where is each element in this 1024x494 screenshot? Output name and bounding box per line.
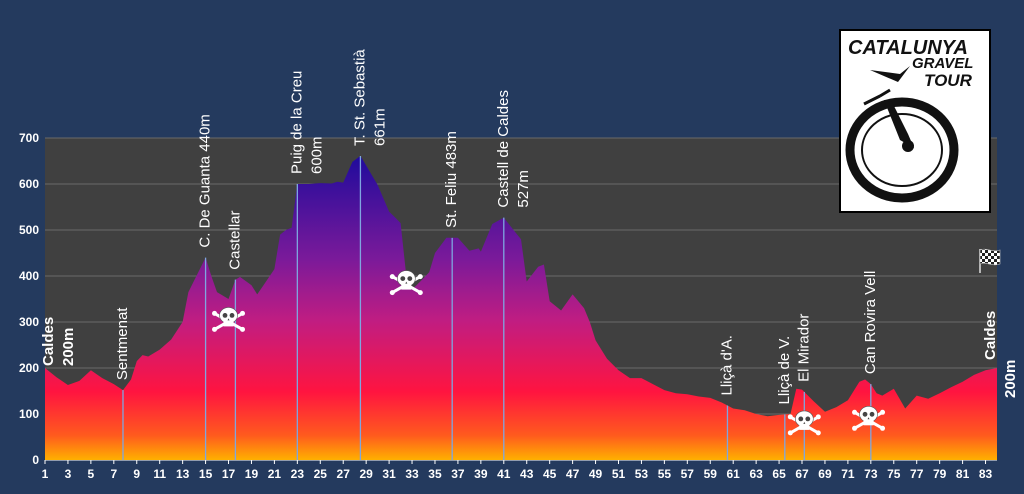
x-tick-label: 33	[405, 467, 419, 481]
x-tick-label: 67	[795, 467, 809, 481]
cyclist-wheel-icon	[845, 66, 959, 203]
skull-crossbones-icon	[389, 270, 423, 296]
x-tick-label: 53	[635, 467, 649, 481]
waypoint-name: Caldes	[982, 311, 999, 360]
waypoint-name: Sentmenat	[114, 307, 131, 380]
x-tick-label: 63	[749, 467, 763, 481]
x-tick-label: 27	[337, 467, 351, 481]
x-tick-label: 25	[314, 467, 328, 481]
x-tick-label: 3	[65, 467, 72, 481]
y-tick-label: 300	[19, 315, 39, 329]
x-tick-label: 61	[727, 467, 741, 481]
x-tick-label: 47	[566, 467, 580, 481]
x-tick-label: 35	[428, 467, 442, 481]
x-tick-label: 43	[520, 467, 534, 481]
waypoint-name: Lliçà de V.	[776, 336, 793, 405]
x-tick-label: 29	[359, 467, 373, 481]
x-tick-label: 9	[133, 467, 140, 481]
waypoint-name: St. Feliu 483m	[443, 131, 460, 228]
skull-crossbones-icon	[212, 307, 246, 332]
waypoint-altitude: 527m	[515, 170, 532, 208]
x-axis: 1 3 5 7 9 11 13 15 17 19 21 23 25 27 29 31 33 35 37 39 41 43 4…	[42, 459, 997, 481]
x-tick-label: 49	[589, 467, 603, 481]
y-axis: 0 100 200 300 400 500 600 700	[19, 131, 39, 467]
waypoint-altitude: 200m	[1002, 360, 1019, 398]
checkered-flag-icon	[979, 248, 1001, 273]
x-tick-label: 7	[110, 467, 117, 481]
x-tick-label: 83	[979, 467, 993, 481]
x-tick-label: 39	[474, 467, 488, 481]
y-tick-label: 600	[19, 177, 39, 191]
x-tick-label: 57	[681, 467, 695, 481]
logo-line1: CATALUNYA	[848, 37, 968, 59]
x-tick-label: 59	[704, 467, 718, 481]
y-tick-label: 400	[19, 269, 39, 283]
x-tick-label: 75	[887, 467, 901, 481]
waypoint-altitude: 600m	[308, 136, 325, 174]
waypoint-altitude: 200m	[60, 328, 77, 366]
waypoint-name: Puig de la Creu	[288, 71, 305, 174]
x-tick-label: 31	[382, 467, 396, 481]
skull-crossbones-icon	[852, 405, 886, 431]
x-tick-label: 79	[933, 467, 947, 481]
logo-line2: GRAVEL	[912, 55, 973, 72]
x-tick-label: 81	[956, 467, 970, 481]
y-tick-label: 200	[19, 361, 39, 375]
waypoint-name: El Mirador	[795, 314, 812, 382]
x-tick-label: 69	[818, 467, 832, 481]
x-tick-label: 71	[841, 467, 855, 481]
x-tick-label: 23	[291, 467, 305, 481]
waypoint-name: T. St. Sebastià	[351, 49, 368, 146]
waypoint-name: Castell de Caldes	[495, 90, 512, 208]
x-tick-label: 13	[176, 467, 190, 481]
waypoint-name: Caldes	[40, 317, 57, 366]
elevation-area	[45, 155, 997, 460]
x-tick-label: 11	[153, 467, 166, 481]
hazard-markers	[212, 270, 886, 436]
waypoint-name: C. De Guanta 440m	[197, 114, 214, 247]
y-tick-label: 0	[32, 453, 39, 467]
x-tick-label: 45	[543, 467, 557, 481]
x-tick-label: 77	[910, 467, 924, 481]
x-tick-label: 21	[268, 467, 282, 481]
x-tick-label: 55	[658, 467, 672, 481]
y-tick-label: 700	[19, 131, 39, 145]
catalunya-gravel-tour-logo: CATALUNYA GRAVEL TOUR	[839, 29, 991, 213]
x-tick-label: 73	[864, 467, 878, 481]
x-tick-label: 1	[42, 467, 49, 481]
x-tick-label: 17	[222, 467, 236, 481]
waypoint-lines	[122, 155, 872, 460]
y-tick-label: 500	[19, 223, 39, 237]
x-tick-label: 15	[199, 467, 213, 481]
waypoint-altitude: 661m	[371, 108, 388, 146]
x-tick-label: 51	[612, 467, 626, 481]
waypoint-name: Castellar	[226, 210, 243, 269]
x-tick-label: 37	[451, 467, 465, 481]
logo-line3: TOUR	[924, 71, 973, 90]
y-tick-label: 100	[19, 407, 39, 421]
waypoint-name: Can Rovira Vell	[862, 271, 879, 374]
x-tick-label: 19	[245, 467, 259, 481]
waypoint-name: Lliçà d'A.	[718, 335, 735, 395]
x-tick-label: 5	[88, 467, 95, 481]
skull-crossbones-icon	[787, 410, 821, 436]
x-tick-label: 65	[772, 467, 786, 481]
x-tick-label: 41	[497, 467, 511, 481]
